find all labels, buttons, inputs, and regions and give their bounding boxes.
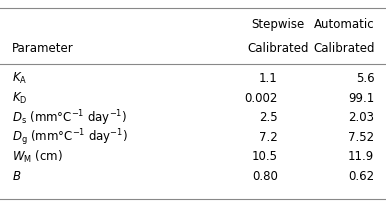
Text: Parameter: Parameter xyxy=(12,42,73,55)
Text: 7.52: 7.52 xyxy=(348,131,374,144)
Text: Stepwise: Stepwise xyxy=(251,18,305,31)
Text: $W_{\mathrm{M}}$ (cm): $W_{\mathrm{M}}$ (cm) xyxy=(12,149,63,165)
Text: 2.5: 2.5 xyxy=(259,111,278,124)
Text: $K_{\mathrm{D}}$: $K_{\mathrm{D}}$ xyxy=(12,91,27,106)
Text: 11.9: 11.9 xyxy=(348,150,374,163)
Text: 99.1: 99.1 xyxy=(348,92,374,105)
Text: 10.5: 10.5 xyxy=(252,150,278,163)
Text: Calibrated: Calibrated xyxy=(247,42,309,55)
Text: $K_{\mathrm{A}}$: $K_{\mathrm{A}}$ xyxy=(12,71,27,86)
Text: 5.6: 5.6 xyxy=(356,72,374,85)
Text: 1.1: 1.1 xyxy=(259,72,278,85)
Text: 2.03: 2.03 xyxy=(349,111,374,124)
Text: 0.80: 0.80 xyxy=(252,170,278,183)
Text: $D_{\mathrm{g}}$ (mm°C$^{-1}$ day$^{-1}$): $D_{\mathrm{g}}$ (mm°C$^{-1}$ day$^{-1}$… xyxy=(12,127,128,147)
Text: $B$: $B$ xyxy=(12,170,21,183)
Text: Calibrated: Calibrated xyxy=(313,42,374,55)
Text: 7.2: 7.2 xyxy=(259,131,278,144)
Text: 0.62: 0.62 xyxy=(348,170,374,183)
Text: Automatic: Automatic xyxy=(314,18,374,31)
Text: $D_{\mathrm{s}}$ (mm°C$^{-1}$ day$^{-1}$): $D_{\mathrm{s}}$ (mm°C$^{-1}$ day$^{-1}$… xyxy=(12,108,127,128)
Text: 0.002: 0.002 xyxy=(245,92,278,105)
